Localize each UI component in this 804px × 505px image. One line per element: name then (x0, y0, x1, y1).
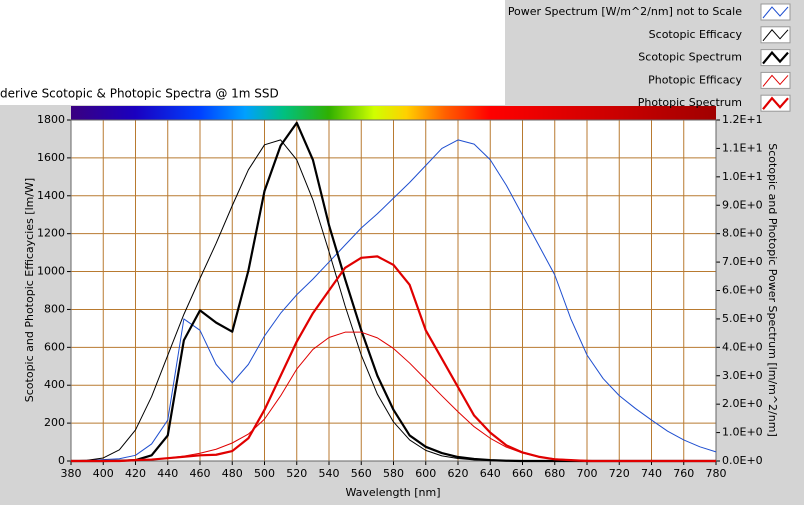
x-tick-label: 680 (544, 467, 565, 480)
x-tick-label: 420 (125, 467, 146, 480)
legend-line (762, 74, 789, 87)
y2-tick-label: 1.2E+1 (722, 113, 763, 126)
x-tick-label: 440 (157, 467, 178, 480)
x-tick-label: 580 (383, 467, 404, 480)
legend-swatch (760, 26, 791, 44)
x-tick-label: 400 (93, 467, 114, 480)
x-tick-label: 760 (673, 467, 694, 480)
y2-tick-label: 5.0E+0 (722, 312, 763, 325)
x-tick-label: 640 (480, 467, 501, 480)
x-axis-label: Wavelength [nm] (345, 486, 440, 499)
x-tick-label: 540 (319, 467, 340, 480)
y2-tick-label: 1.1E+1 (722, 141, 763, 154)
legend-line (762, 96, 789, 110)
y-tick-label: 1600 (37, 151, 65, 164)
legend-line (762, 6, 789, 19)
chart-title: derive Scotopic & Photopic Spectra @ 1m … (0, 87, 279, 101)
x-tick-label: 620 (448, 467, 469, 480)
y-tick-label: 1200 (37, 227, 65, 240)
spectrum-bar (71, 106, 716, 120)
x-tick-label: 520 (286, 467, 307, 480)
y2-tick-label: 6.0E+0 (722, 284, 763, 297)
legend-panel (505, 0, 804, 112)
y2-tick-label: 9.0E+0 (722, 198, 763, 211)
x-tick-label: 780 (706, 467, 727, 480)
x-tick-label: 500 (254, 467, 275, 480)
y-tick-label: 1400 (37, 189, 65, 202)
y2-tick-label: 4.0E+0 (722, 340, 763, 353)
x-tick-label: 720 (609, 467, 630, 480)
x-tick-label: 560 (351, 467, 372, 480)
y2-tick-label: 1.0E+1 (722, 170, 763, 183)
x-tick-label: 660 (512, 467, 533, 480)
y-tick-label: 0 (58, 454, 65, 467)
x-tick-label: 600 (415, 467, 436, 480)
x-tick-label: 460 (190, 467, 211, 480)
x-tick-label: 740 (641, 467, 662, 480)
y2-tick-label: 3.0E+0 (722, 369, 763, 382)
y-tick-label: 200 (44, 416, 65, 429)
plot-border (70, 119, 717, 462)
legend-label: Photopic Efficacy (648, 73, 742, 86)
legend-label: Scotopic Spectrum (638, 51, 742, 64)
y2-tick-label: 2.0E+0 (722, 397, 763, 410)
legend-swatch (760, 3, 791, 21)
x-tick-label: 480 (222, 467, 243, 480)
legend-line (762, 29, 789, 42)
x-tick-label: 700 (577, 467, 598, 480)
y2-tick-label: 1.0E+0 (722, 426, 763, 439)
y2-tick-label: 8.0E+0 (722, 227, 763, 240)
legend-label: Power Spectrum [W/m^2/nm] not to Scale (508, 5, 742, 18)
y-tick-label: 400 (44, 378, 65, 391)
series-line (71, 255, 716, 463)
legend-swatch (760, 71, 791, 89)
y-tick-label: 600 (44, 340, 65, 353)
legend-label: Photopic Spectrum (638, 96, 742, 109)
y-tick-label: 1800 (37, 113, 65, 126)
y2-tick-label: 7.0E+0 (722, 255, 763, 268)
legend-line (762, 50, 789, 65)
y-axis-label: Scotopic and Photopic Efficaycies [lm/W] (23, 178, 36, 402)
x-tick-label: 380 (61, 467, 82, 480)
y2-tick-label: 0.0E+0 (722, 454, 763, 467)
y-tick-label: 1000 (37, 265, 65, 278)
y2-axis-label: Scotopic and Photopic Power Spectrum [lm… (766, 143, 779, 436)
y-tick-label: 800 (44, 302, 65, 315)
legend-label: Scotopic Efficacy (649, 28, 743, 41)
series-line (70, 139, 717, 462)
